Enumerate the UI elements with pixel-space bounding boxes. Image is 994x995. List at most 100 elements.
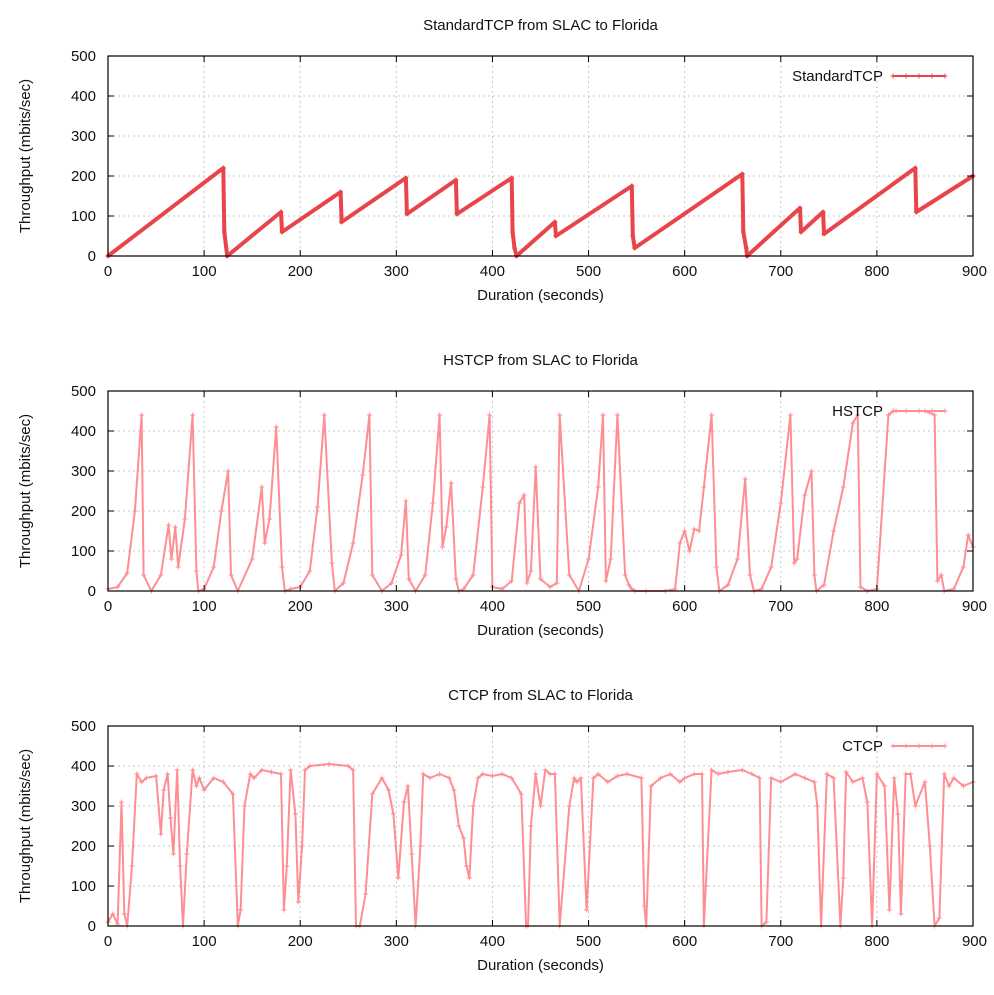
- chart-title: HSTCP from SLAC to Florida: [443, 352, 638, 369]
- data-point: [134, 771, 140, 777]
- legend-marker: [916, 743, 922, 749]
- data-point: [850, 420, 856, 426]
- data-point: [139, 779, 145, 785]
- data-point: [898, 911, 904, 917]
- data-point: [554, 580, 560, 586]
- data-point: [321, 412, 327, 418]
- ticks: 0 100 200 300 400 500 600 700 800 900 0 100 200 300 40…: [71, 48, 987, 280]
- data-point: [547, 771, 553, 777]
- y-tick-label: 100: [71, 543, 96, 560]
- data-point: [811, 779, 817, 785]
- data-point: [574, 779, 580, 785]
- data-point: [648, 783, 654, 789]
- data-point: [190, 412, 196, 418]
- data-point: [211, 564, 217, 570]
- data-point: [757, 775, 763, 781]
- data-point: [809, 468, 815, 474]
- data-point: [747, 572, 753, 578]
- data-point: [709, 767, 715, 773]
- data-point: [196, 775, 202, 781]
- data-point: [315, 504, 321, 510]
- data-point: [262, 540, 268, 546]
- legend-marker: [890, 743, 896, 749]
- y-tick-label: 500: [71, 383, 96, 400]
- x-tick-label: 100: [192, 598, 217, 615]
- data-point: [487, 412, 493, 418]
- data-point: [566, 572, 572, 578]
- data-point: [241, 803, 247, 809]
- data-point: [843, 769, 849, 775]
- data-point: [821, 231, 827, 237]
- data-point: [389, 580, 395, 586]
- data-point: [129, 863, 135, 869]
- data-point: [802, 775, 808, 781]
- data-point: [454, 211, 460, 217]
- data-point: [658, 775, 664, 781]
- data-point: [686, 548, 692, 554]
- data-point: [281, 907, 287, 913]
- y-tick-label: 500: [71, 48, 96, 65]
- data-point: [247, 771, 253, 777]
- x-tick-label: 900: [962, 933, 987, 950]
- y-tick-label: 0: [88, 918, 96, 935]
- chart-3: CTCP from SLAC to Florida CTCP 0 100 200 300 4…: [17, 687, 987, 974]
- data-point: [288, 767, 294, 773]
- data-point: [225, 468, 231, 474]
- data-point: [864, 799, 870, 805]
- data-point: [682, 528, 688, 534]
- data-point: [614, 412, 620, 418]
- data-point: [524, 580, 530, 586]
- data-point: [566, 803, 572, 809]
- data-point: [622, 572, 628, 578]
- data-point: [170, 851, 176, 857]
- x-tick-label: 600: [672, 598, 697, 615]
- data-point: [858, 584, 864, 590]
- legend-marker: [916, 73, 922, 79]
- data-point: [709, 412, 715, 418]
- data-point: [499, 771, 505, 777]
- data-point: [422, 572, 428, 578]
- data-point: [802, 492, 808, 498]
- x-tick-label: 800: [864, 933, 889, 950]
- data-point: [725, 582, 731, 588]
- data-point: [603, 578, 609, 584]
- x-axis-label: Duration (seconds): [477, 957, 604, 974]
- data-point: [259, 484, 265, 490]
- y-axis-label: Throughput (mbits/sec): [17, 79, 34, 233]
- data-point: [667, 771, 673, 777]
- data-point: [437, 412, 443, 418]
- data-point: [453, 177, 459, 183]
- data-point: [831, 528, 837, 534]
- data-point: [814, 803, 820, 809]
- y-tick-label: 200: [71, 838, 96, 855]
- series-points: [105, 165, 976, 259]
- data-point: [859, 775, 865, 781]
- data-point: [922, 779, 928, 785]
- data-point: [266, 516, 272, 522]
- data-point: [552, 771, 558, 777]
- legend-marker: [942, 743, 948, 749]
- grid: [107, 55, 974, 257]
- data-point: [470, 572, 476, 578]
- ticks: 0 100 200 300 400 500 600 700 800 900 0 100 200 300 40…: [71, 718, 987, 950]
- data-point: [461, 835, 467, 841]
- data-point: [401, 799, 407, 805]
- y-tick-label: 300: [71, 798, 96, 815]
- x-tick-label: 600: [672, 933, 697, 950]
- data-point: [448, 480, 454, 486]
- data-point: [369, 791, 375, 797]
- data-point: [509, 578, 515, 584]
- data-point: [886, 907, 892, 913]
- data-point: [177, 863, 183, 869]
- data-point: [211, 775, 217, 781]
- data-point: [443, 524, 449, 530]
- data-point: [528, 823, 534, 829]
- data-point: [218, 508, 224, 514]
- legend-marker: [890, 73, 896, 79]
- data-point: [295, 899, 301, 905]
- data-point: [891, 775, 897, 781]
- data-point: [480, 771, 486, 777]
- data-point: [404, 211, 410, 217]
- data-point: [409, 851, 415, 857]
